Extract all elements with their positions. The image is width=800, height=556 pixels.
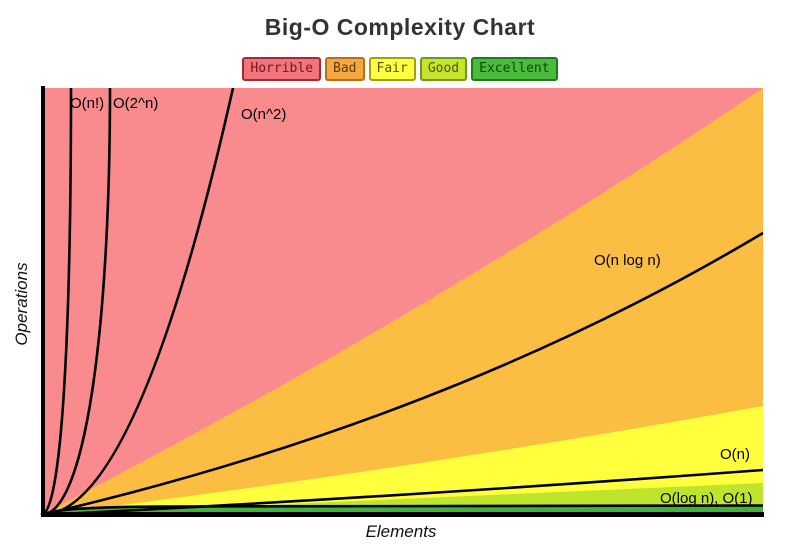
region-bad	[41, 88, 763, 515]
x-axis-label: Elements	[365, 522, 437, 541]
label-o-2-pow-n: O(2^n)	[113, 95, 159, 112]
label-o-n-squared: O(n^2)	[241, 106, 287, 123]
legend-badge-horrible[interactable]: Horrible	[242, 57, 322, 81]
legend-badge-bad[interactable]: Bad	[325, 57, 365, 81]
label-o-n: O(n)	[720, 446, 750, 463]
label-o-n-factorial: O(n!)	[70, 95, 105, 112]
curve-o-n-factorial	[40, 87, 73, 517]
curve-o-n-squared	[40, 87, 235, 517]
page-title: Big-O Complexity Chart	[264, 14, 536, 40]
legend-badge-excellent[interactable]: Excellent	[471, 57, 558, 81]
curve-o-n-log-n	[40, 231, 764, 517]
label-o-log-n-o-1: O(log n), O(1)	[660, 490, 753, 507]
curve-o-2-pow-n	[40, 87, 112, 517]
y-axis-label: Operations	[12, 262, 31, 346]
label-o-n-log-n: O(n log n)	[594, 252, 661, 269]
legend-badge-good[interactable]: Good	[419, 57, 468, 81]
legend: Horrible Bad Fair Good Excellent	[0, 57, 800, 81]
curve-o-n	[40, 468, 764, 517]
legend-badge-fair[interactable]: Fair	[368, 57, 416, 81]
region-fair	[41, 406, 763, 515]
